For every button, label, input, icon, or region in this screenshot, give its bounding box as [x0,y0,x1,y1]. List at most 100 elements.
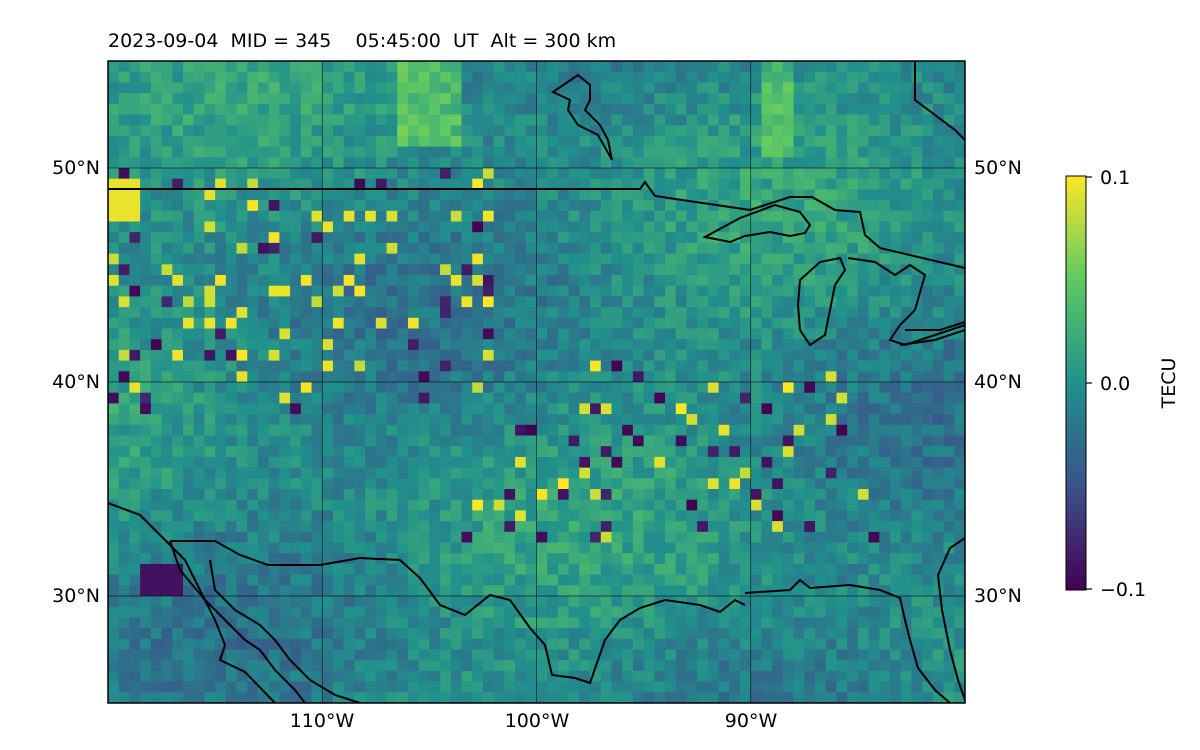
tec-cell [525,660,538,672]
tec-cell [386,317,398,330]
tec-cell [161,542,173,554]
tec-cell [343,275,355,287]
tec-cell [707,371,720,383]
tec-cell [643,339,655,351]
tec-cell [118,264,131,276]
tec-cell [654,114,666,126]
tec-cell [407,424,420,437]
tec-cell [654,264,666,276]
tec-cell [290,638,302,651]
tec-cell [236,649,248,661]
tec-cell [482,563,495,576]
tec-cell [707,360,720,372]
tec-cell [632,681,645,693]
tec-cell [686,200,698,212]
tec-cell [954,553,965,565]
tec-cell [900,510,913,522]
tec-cell [182,660,195,672]
tec-cell [365,189,377,201]
tec-cell [525,168,538,180]
tec-cell [493,467,505,479]
tec-cell [718,499,730,511]
tec-cell [429,553,441,565]
tec-cell [632,521,645,533]
tec-cell [568,135,580,148]
tec-cell [472,606,484,618]
tec-cell [322,253,334,265]
tec-cell [740,638,752,651]
tec-cell [343,296,355,308]
tec-cell [161,178,173,190]
tec-cell [847,521,859,533]
tec-cell [461,103,473,116]
tec-cell [686,210,698,223]
tec-cell [932,200,945,212]
tec-cell [911,61,923,73]
tec-cell [579,61,591,73]
tec-cell [182,649,195,661]
tec-cell [825,93,838,105]
tec-cell [943,649,955,661]
tec-cell [600,681,613,693]
tec-cell [557,285,570,297]
tec-cell [750,606,763,618]
tec-cell [718,285,730,297]
tec-cell [782,660,795,672]
tec-cell [772,307,784,319]
tec-cell [943,510,955,522]
tec-cell [622,681,634,693]
tec-cell [504,414,516,426]
tec-cell [397,628,409,640]
tec-cell [782,649,795,661]
tec-cell [922,61,934,73]
tec-cell [879,638,891,651]
tec-cell [536,638,548,651]
tec-cell [697,157,709,169]
tec-cell [611,446,623,458]
tec-cell [954,285,965,297]
tec-cell [397,285,409,297]
tec-cell [643,478,655,490]
tec-cell [943,296,955,308]
tec-cell [161,628,173,640]
tec-cell [311,114,323,126]
tec-cell [365,563,377,576]
tec-cell [472,382,484,394]
tec-cell [932,232,945,244]
tec-cell [879,339,891,351]
tec-cell [397,403,409,415]
tec-cell [740,61,752,73]
tec-cell [729,628,741,640]
tec-cell [279,93,291,105]
tec-cell [407,585,420,597]
tec-cell [429,157,441,169]
tec-cell [804,467,816,479]
tec-cell [557,596,570,608]
tec-cell [557,692,570,703]
tec-cell [568,574,580,586]
tec-cell [215,232,227,244]
tec-cell [600,446,613,458]
tec-cell [857,424,870,437]
tec-cell [290,606,302,618]
tec-cell [782,392,795,404]
tec-cell [290,499,302,511]
tec-cell [182,242,195,255]
tec-cell [204,531,216,544]
tec-cell [140,232,152,244]
tec-cell [332,392,345,404]
tec-cell [890,489,902,501]
tec-cell [643,82,655,94]
tec-cell [300,382,313,394]
tec-cell [493,339,505,351]
tec-cell [729,371,741,383]
tec-cell [750,93,763,105]
tec-cell [600,242,613,255]
tec-cell [268,339,280,351]
tec-cell [729,403,741,415]
tec-cell [161,456,173,469]
tec-cell [890,510,902,522]
tec-cell [204,478,216,490]
tec-cell [493,82,505,94]
tec-cell [440,649,452,661]
